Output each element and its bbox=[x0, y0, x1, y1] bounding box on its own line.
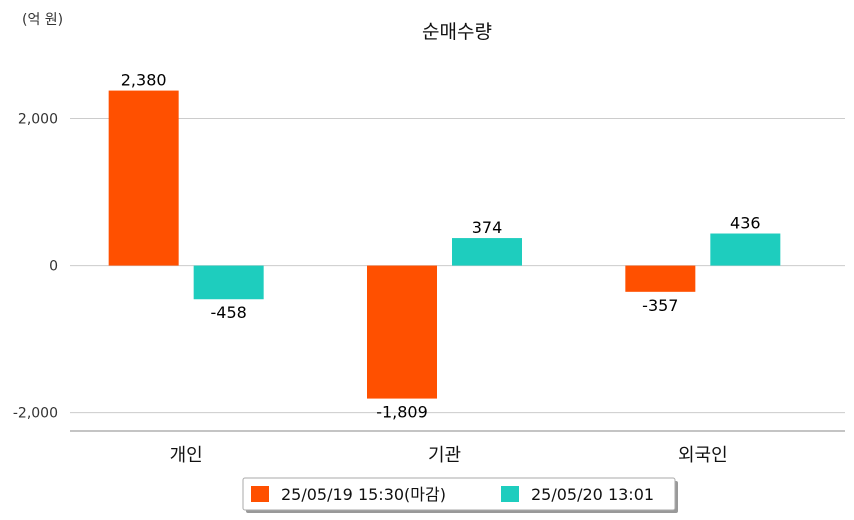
y-tick-label: 2,000 bbox=[18, 112, 58, 128]
bar bbox=[193, 265, 264, 300]
data-label: -458 bbox=[211, 303, 247, 322]
bar bbox=[710, 233, 781, 266]
bar bbox=[367, 265, 437, 399]
bar bbox=[625, 265, 696, 292]
bar bbox=[108, 90, 179, 266]
data-label: 2,380 bbox=[121, 71, 167, 90]
legend-swatch bbox=[501, 486, 519, 502]
y-tick-label: 0 bbox=[49, 259, 58, 275]
chart-title: 순매수량 bbox=[422, 21, 492, 43]
data-label: -357 bbox=[642, 296, 678, 315]
legend-swatch bbox=[251, 486, 269, 502]
x-category-label: 외국인 bbox=[678, 445, 728, 466]
x-category-label: 개인 bbox=[170, 445, 203, 466]
data-label: -1,809 bbox=[376, 403, 428, 422]
y-tick-label: -2,000 bbox=[13, 406, 58, 422]
bar bbox=[452, 238, 522, 266]
data-label: 374 bbox=[472, 218, 503, 237]
unit-label: (억 원) bbox=[22, 12, 63, 28]
x-category-label: 기관 bbox=[428, 445, 461, 466]
legend-label: 25/05/19 15:30(마감) bbox=[281, 485, 446, 504]
data-label: 436 bbox=[730, 214, 761, 233]
legend: 25/05/19 15:30(마감) 25/05/20 13:01 bbox=[242, 477, 678, 513]
legend-label: 25/05/20 13:01 bbox=[531, 485, 654, 504]
